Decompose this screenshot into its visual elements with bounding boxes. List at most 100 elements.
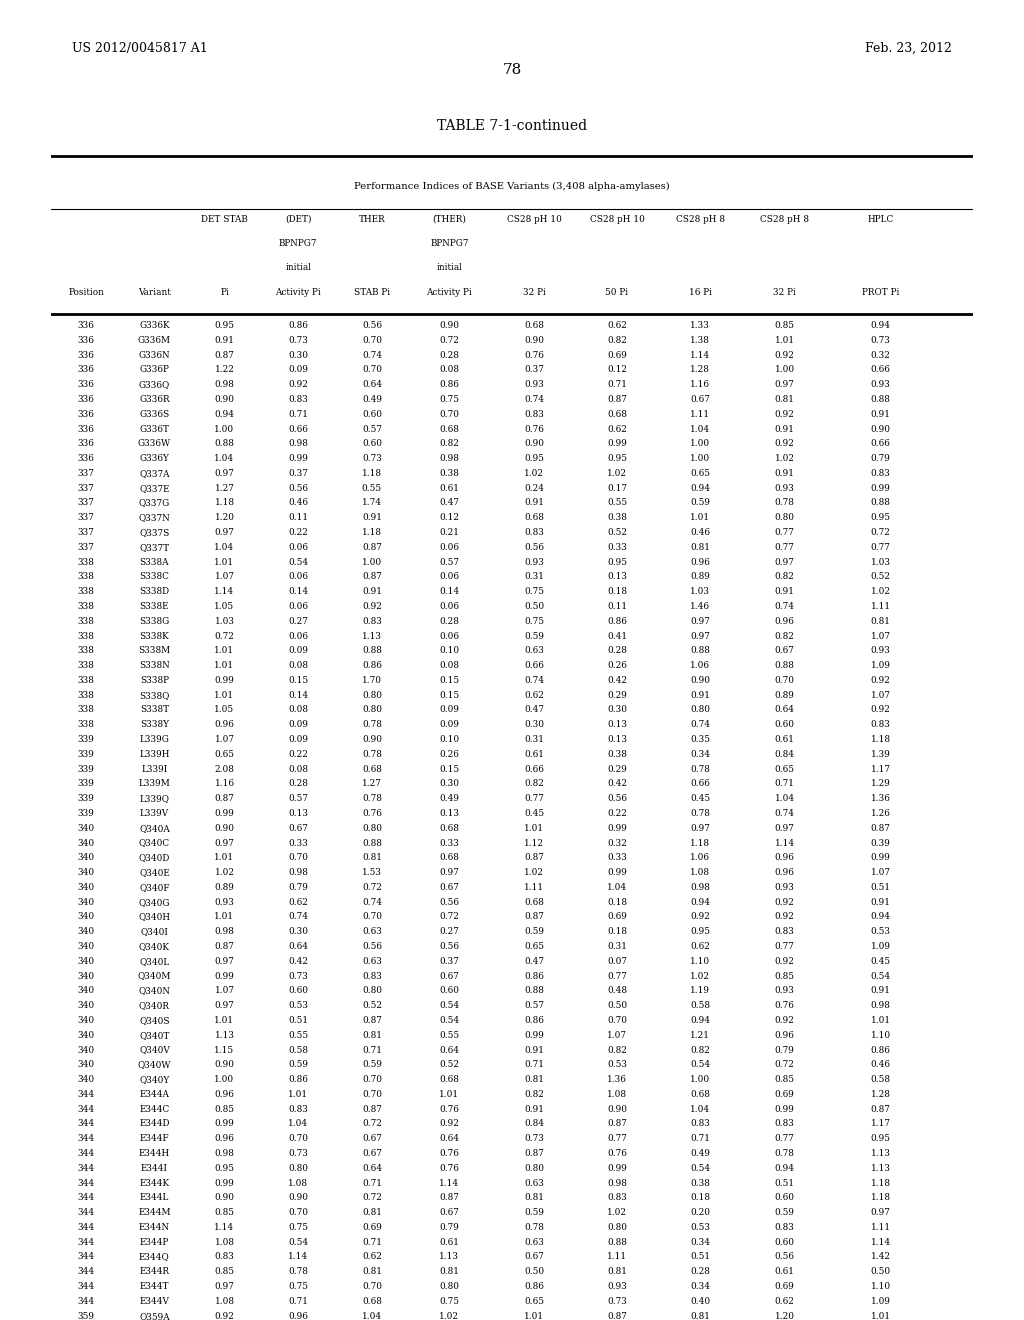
Text: Performance Indices of BASE Variants (3,408 alpha-amylases): Performance Indices of BASE Variants (3,…: [354, 181, 670, 190]
Text: 0.68: 0.68: [439, 824, 460, 833]
Text: CS28 pH 8: CS28 pH 8: [760, 215, 809, 224]
Text: 0.41: 0.41: [607, 631, 627, 640]
Text: 0.97: 0.97: [775, 380, 795, 389]
Text: 0.06: 0.06: [288, 573, 308, 581]
Text: 0.99: 0.99: [607, 824, 627, 833]
Text: Q337A: Q337A: [139, 469, 170, 478]
Text: 344: 344: [78, 1119, 95, 1129]
Text: 0.91: 0.91: [870, 409, 891, 418]
Text: 0.93: 0.93: [775, 986, 795, 995]
Text: 0.09: 0.09: [288, 735, 308, 744]
Text: 0.76: 0.76: [361, 809, 382, 818]
Text: 0.12: 0.12: [607, 366, 627, 375]
Text: 0.70: 0.70: [439, 409, 460, 418]
Text: 0.57: 0.57: [288, 795, 308, 803]
Text: 0.92: 0.92: [775, 409, 795, 418]
Text: 0.59: 0.59: [690, 499, 710, 507]
Text: 0.75: 0.75: [288, 1282, 308, 1291]
Text: 0.22: 0.22: [288, 528, 308, 537]
Text: 1.01: 1.01: [214, 1016, 234, 1024]
Text: 0.71: 0.71: [361, 1045, 382, 1055]
Text: 0.78: 0.78: [775, 1148, 795, 1158]
Text: 0.51: 0.51: [288, 1016, 308, 1024]
Text: 0.14: 0.14: [439, 587, 460, 597]
Text: 0.66: 0.66: [524, 661, 544, 671]
Text: 1.18: 1.18: [690, 838, 710, 847]
Text: 0.10: 0.10: [439, 647, 460, 655]
Text: 0.06: 0.06: [439, 543, 460, 552]
Text: 0.27: 0.27: [288, 616, 308, 626]
Text: 0.49: 0.49: [361, 395, 382, 404]
Text: 0.70: 0.70: [361, 1282, 382, 1291]
Text: Q340F: Q340F: [139, 883, 170, 892]
Text: 336: 336: [78, 351, 94, 359]
Text: THER: THER: [358, 215, 385, 224]
Text: E344L: E344L: [139, 1193, 169, 1203]
Text: S338D: S338D: [139, 587, 170, 597]
Text: 0.56: 0.56: [288, 483, 308, 492]
Text: 1.04: 1.04: [361, 1312, 382, 1320]
Text: 344: 344: [78, 1179, 95, 1188]
Text: 1.00: 1.00: [690, 440, 710, 449]
Text: 0.60: 0.60: [775, 721, 795, 729]
Text: 1.19: 1.19: [690, 986, 710, 995]
Text: 0.83: 0.83: [870, 469, 891, 478]
Text: E344A: E344A: [139, 1090, 169, 1098]
Text: Q340D: Q340D: [138, 853, 170, 862]
Text: 344: 344: [78, 1164, 95, 1172]
Text: 0.95: 0.95: [524, 454, 544, 463]
Text: 0.70: 0.70: [288, 853, 308, 862]
Text: 0.78: 0.78: [690, 809, 710, 818]
Text: 1.01: 1.01: [524, 824, 544, 833]
Text: 1.00: 1.00: [690, 454, 710, 463]
Text: 0.74: 0.74: [361, 351, 382, 359]
Text: 1.02: 1.02: [690, 972, 710, 981]
Text: 0.83: 0.83: [607, 1193, 627, 1203]
Text: 1.01: 1.01: [214, 557, 234, 566]
Text: 0.70: 0.70: [361, 366, 382, 375]
Text: 0.67: 0.67: [361, 1148, 382, 1158]
Text: 1.13: 1.13: [439, 1253, 460, 1262]
Text: 0.11: 0.11: [288, 513, 308, 523]
Text: E344K: E344K: [139, 1179, 170, 1188]
Text: 0.13: 0.13: [607, 735, 627, 744]
Text: 1.13: 1.13: [214, 1031, 234, 1040]
Text: 0.77: 0.77: [775, 1134, 795, 1143]
Text: 0.86: 0.86: [607, 616, 627, 626]
Text: 0.67: 0.67: [775, 647, 795, 655]
Text: 0.82: 0.82: [607, 1045, 627, 1055]
Text: 340: 340: [78, 986, 95, 995]
Text: 1.38: 1.38: [690, 335, 710, 345]
Text: E344V: E344V: [139, 1296, 169, 1305]
Text: 0.98: 0.98: [288, 869, 308, 876]
Text: 336: 336: [78, 321, 94, 330]
Text: initial: initial: [436, 263, 462, 272]
Text: 0.99: 0.99: [214, 676, 234, 685]
Text: 0.77: 0.77: [607, 972, 627, 981]
Text: 0.38: 0.38: [439, 469, 460, 478]
Text: 0.70: 0.70: [775, 676, 795, 685]
Text: 344: 344: [78, 1208, 95, 1217]
Text: 337: 337: [78, 469, 94, 478]
Text: 0.56: 0.56: [361, 942, 382, 950]
Text: 0.83: 0.83: [690, 1119, 710, 1129]
Text: 338: 338: [78, 705, 94, 714]
Text: S338N: S338N: [139, 661, 170, 671]
Text: US 2012/0045817 A1: US 2012/0045817 A1: [72, 42, 208, 55]
Text: 0.28: 0.28: [607, 647, 627, 655]
Text: 1.04: 1.04: [288, 1119, 308, 1129]
Text: 0.92: 0.92: [775, 440, 795, 449]
Text: S338A: S338A: [139, 557, 169, 566]
Text: 1.00: 1.00: [690, 1074, 710, 1084]
Text: E344I: E344I: [141, 1164, 168, 1172]
Text: 0.28: 0.28: [288, 779, 308, 788]
Text: 0.81: 0.81: [690, 1312, 710, 1320]
Text: 0.92: 0.92: [870, 705, 891, 714]
Text: 0.91: 0.91: [870, 898, 891, 907]
Text: 1.01: 1.01: [870, 1016, 891, 1024]
Text: 0.74: 0.74: [524, 676, 544, 685]
Text: 0.06: 0.06: [288, 602, 308, 611]
Text: 0.06: 0.06: [288, 543, 308, 552]
Text: S338T: S338T: [140, 705, 169, 714]
Text: S338E: S338E: [139, 602, 169, 611]
